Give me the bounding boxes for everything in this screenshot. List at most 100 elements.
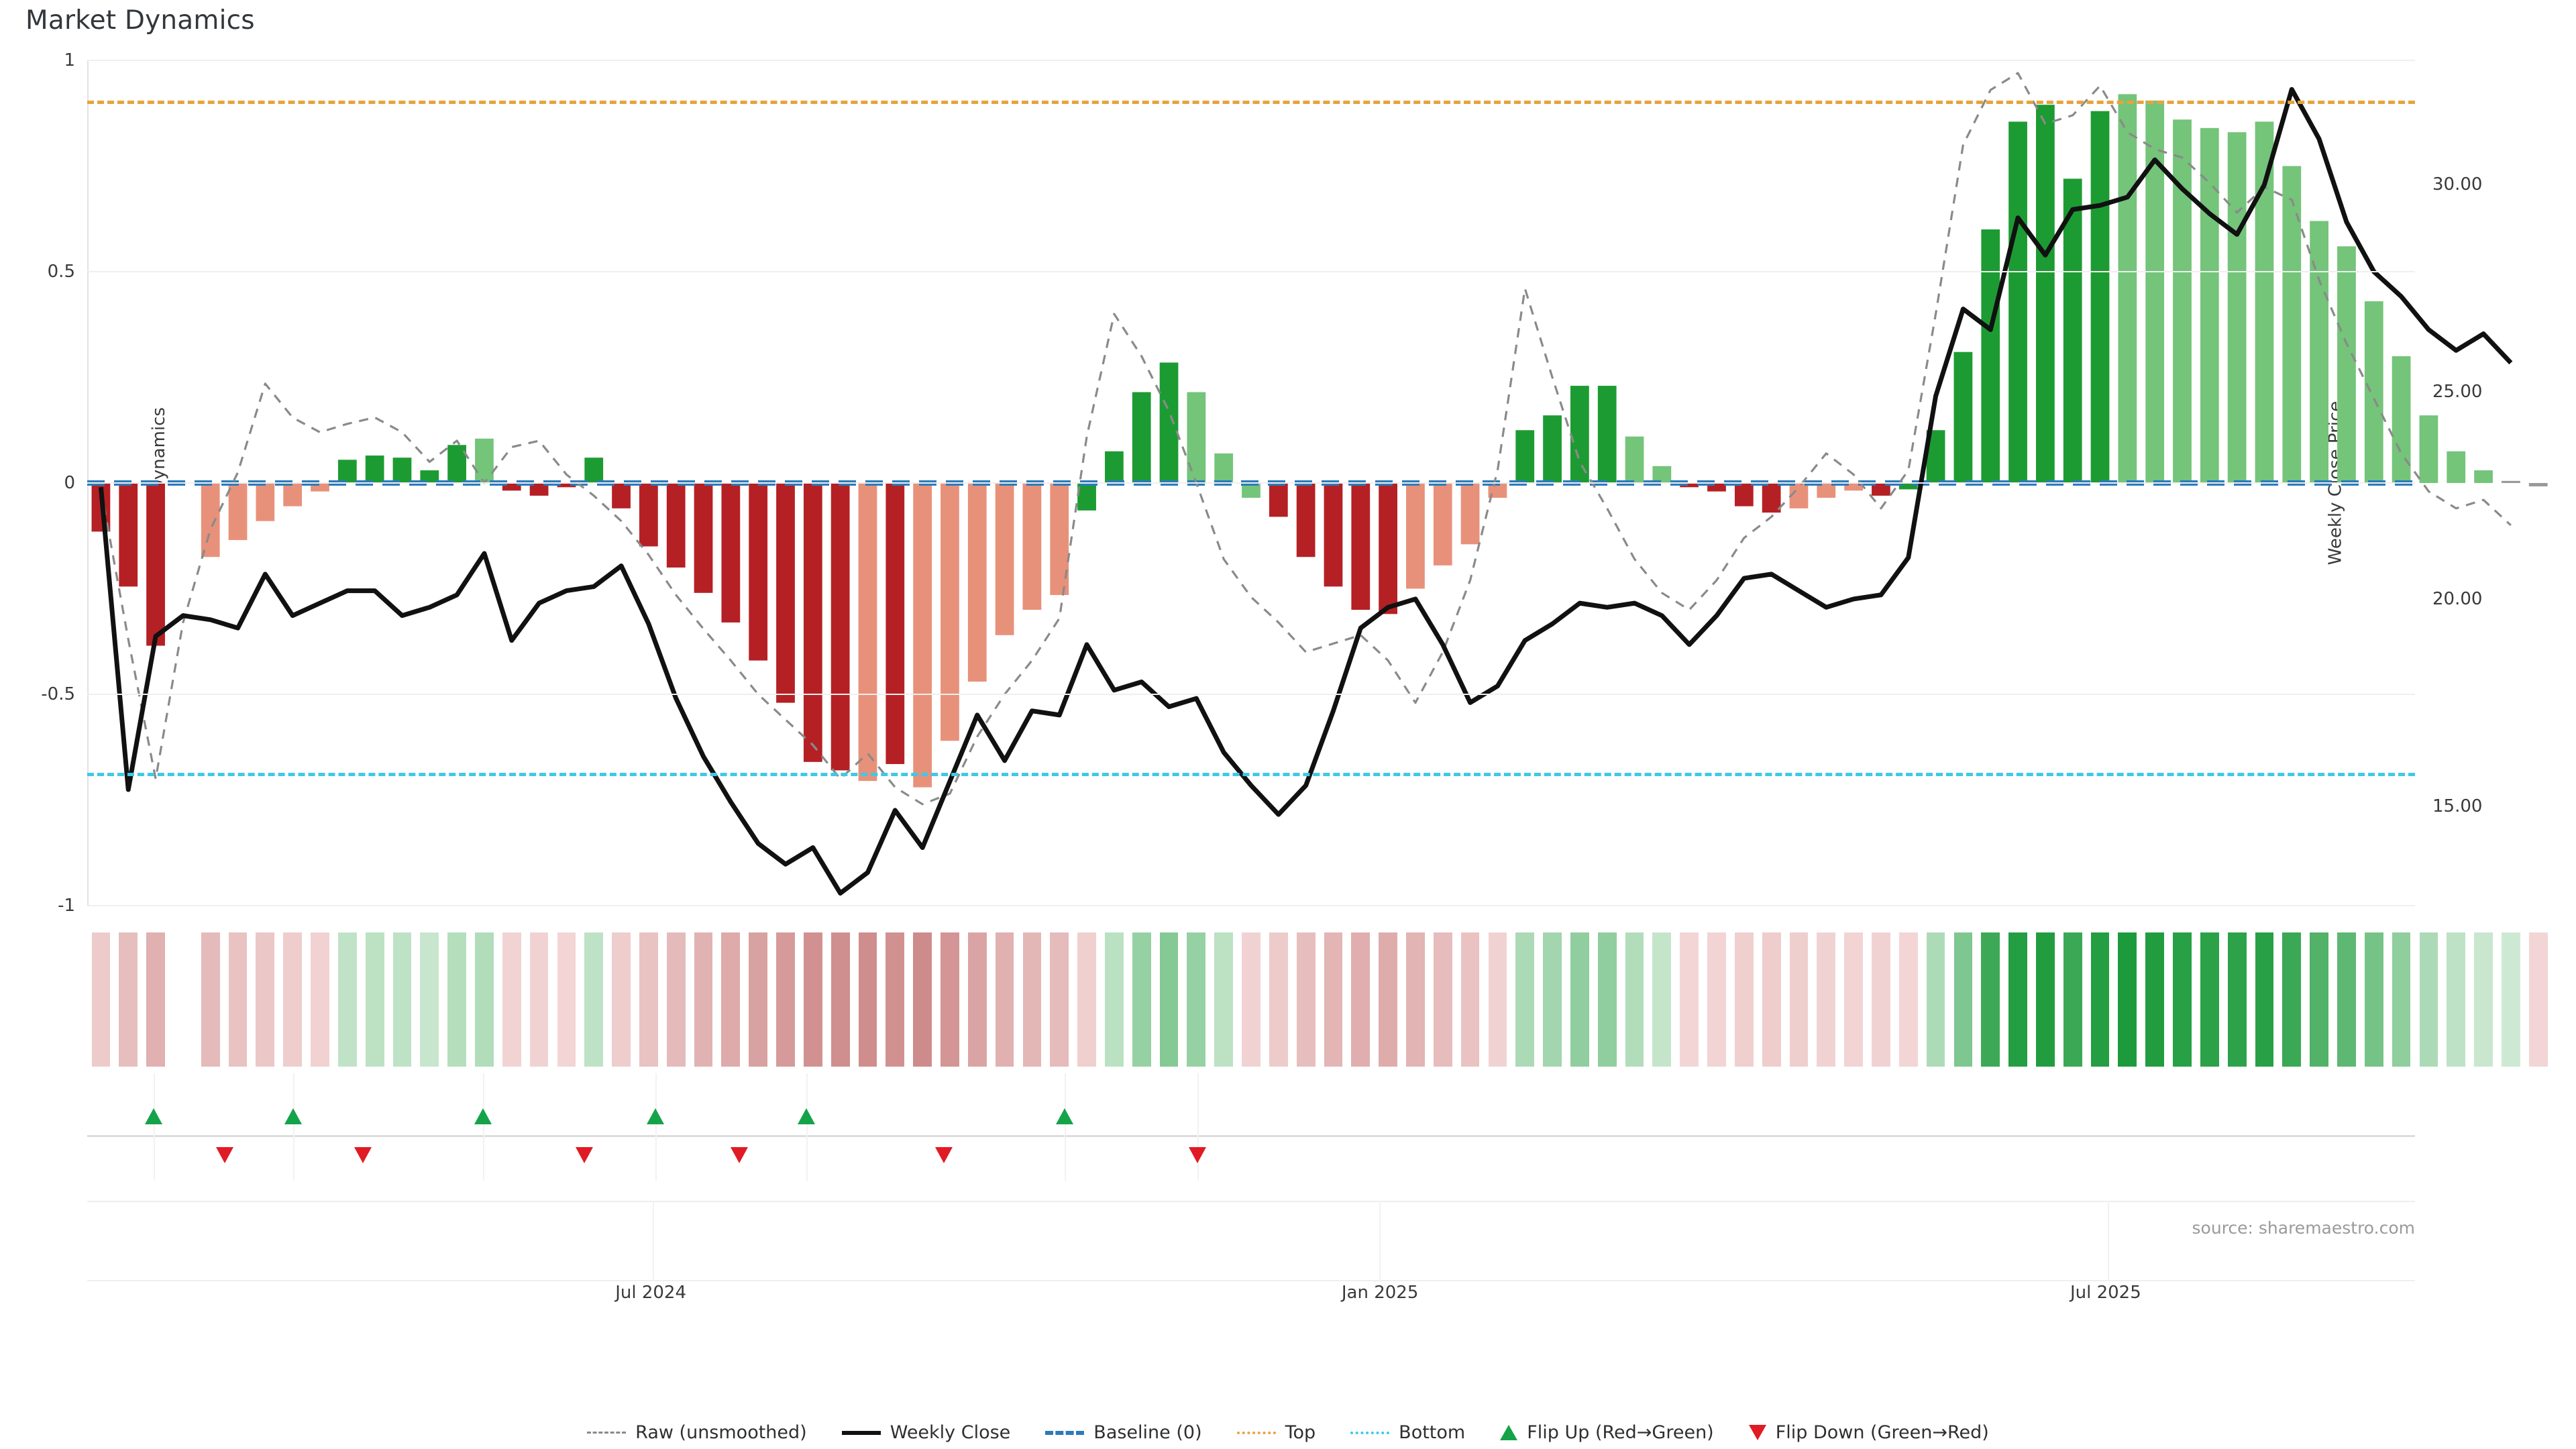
- heatmap-cell: [1707, 932, 1726, 1067]
- market-dynamics-bar: [1953, 352, 1973, 483]
- market-dynamics-bar: [557, 483, 576, 488]
- legend-item-label: Top: [1285, 1422, 1316, 1443]
- market-dynamics-bar: [447, 445, 466, 483]
- market-dynamics-bar: [1734, 483, 1754, 506]
- market-dynamics-bar: [776, 483, 795, 703]
- heatmap-cell: [1433, 932, 1452, 1067]
- dotted-cyan-line-icon: [1350, 1431, 1390, 1434]
- heatmap-cell: [2118, 932, 2137, 1067]
- legend-item[interactable]: Baseline (0): [1045, 1422, 1202, 1443]
- market-dynamics-bar: [1817, 483, 1836, 498]
- x-axis-top-rule: [87, 1201, 2415, 1202]
- heatmap-cell: [2036, 932, 2055, 1067]
- y-tick-left: -1: [58, 896, 75, 916]
- heatmap-cell: [1324, 932, 1343, 1067]
- heatmap-cell: [119, 932, 138, 1067]
- market-dynamics-bar: [529, 483, 549, 496]
- market-dynamics-bar: [2118, 94, 2137, 483]
- legend-item-label: Bottom: [1399, 1422, 1466, 1443]
- heatmap-cell: [2008, 932, 2027, 1067]
- flip-down-marker-icon: [730, 1147, 748, 1163]
- heatmap-cell: [1898, 932, 1918, 1067]
- flip-vgridline: [806, 1073, 808, 1181]
- market-dynamics-bar: [2036, 105, 2055, 483]
- market-dynamics-bar: [2008, 121, 2027, 484]
- market-dynamics-bar: [2090, 111, 2110, 484]
- heatmap-cell: [1187, 932, 1206, 1067]
- flip-down-marker-icon: [215, 1147, 233, 1163]
- market-dynamics-bar: [1077, 483, 1096, 511]
- heatmap-cell: [311, 932, 329, 1067]
- heatmap-cell: [337, 932, 357, 1067]
- y-gridline: [87, 905, 2415, 906]
- x-vgridline: [1379, 1201, 1381, 1281]
- heatmap-cell: [612, 932, 631, 1067]
- legend-item[interactable]: Flip Up (Red→Green): [1500, 1422, 1714, 1443]
- market-dynamics-bar: [1406, 483, 1425, 589]
- heatmap-cell: [201, 932, 220, 1067]
- heatmap-cell: [639, 932, 658, 1067]
- market-dynamics-bar: [1762, 483, 1781, 513]
- heatmap-cell: [1926, 932, 1945, 1067]
- market-dynamics-bar: [1105, 451, 1124, 483]
- heatmap-cell: [1844, 932, 1863, 1067]
- legend-item[interactable]: Flip Down (Green→Red): [1748, 1422, 1989, 1443]
- heatmap-cell: [941, 932, 959, 1067]
- heatmap-cell: [776, 932, 795, 1067]
- legend-item[interactable]: Raw (unsmoothed): [587, 1422, 807, 1443]
- heatmap-cell: [2227, 932, 2247, 1067]
- flip-marker-row: [87, 1073, 2415, 1181]
- market-dynamics-bar: [1844, 483, 1863, 491]
- heatmap-cell: [1817, 932, 1836, 1067]
- heatmap-cell: [2090, 932, 2110, 1067]
- heatmap-cell: [2474, 932, 2493, 1067]
- heatmap-cell: [1050, 932, 1069, 1067]
- market-dynamics-bar: [2337, 246, 2356, 483]
- flip-vgridline: [1197, 1073, 1199, 1181]
- y-gridline: [87, 482, 2415, 484]
- y-tick-left: 1: [64, 50, 75, 70]
- legend-item-label: Flip Down (Green→Red): [1775, 1422, 1989, 1443]
- market-dynamics-bar: [1652, 466, 1672, 483]
- heatmap-cell: [1570, 932, 1589, 1067]
- heatmap-cell: [1981, 932, 2000, 1067]
- legend-item[interactable]: Bottom: [1350, 1422, 1465, 1443]
- heatmap-cell: [529, 932, 549, 1067]
- market-dynamics-bar: [1433, 483, 1452, 566]
- heatmap-cell: [283, 932, 303, 1067]
- heatmap-cell: [2310, 932, 2328, 1067]
- market-dynamics-bar: [502, 483, 521, 491]
- market-dynamics-bar: [1570, 386, 1589, 483]
- legend-item[interactable]: Top: [1236, 1422, 1316, 1443]
- market-dynamics-bar: [666, 483, 686, 568]
- legend-item[interactable]: Weekly Close: [841, 1422, 1010, 1443]
- market-dynamics-bar: [1324, 483, 1343, 587]
- heatmap-cell: [447, 932, 466, 1067]
- heatmap-cell: [2282, 932, 2302, 1067]
- x-vgridline: [653, 1201, 655, 1281]
- heatmap-cell: [1269, 932, 1288, 1067]
- market-dynamics-bar: [749, 483, 768, 661]
- market-dynamics-bar: [1214, 453, 1234, 483]
- heatmap-cell: [666, 932, 686, 1067]
- market-dynamics-bar: [1543, 415, 1562, 483]
- market-dynamics-bar: [1460, 483, 1480, 545]
- y-tick-right: 20.00: [2432, 588, 2483, 609]
- heatmap-cell: [2502, 932, 2520, 1067]
- market-dynamics-bar: [639, 483, 658, 547]
- market-dynamics-bar: [2173, 119, 2192, 483]
- source-credit: source: sharemaestro.com: [2192, 1218, 2416, 1238]
- market-dynamics-bar: [694, 483, 713, 593]
- heatmap-cell: [1734, 932, 1754, 1067]
- market-dynamics-bar: [1187, 392, 1206, 483]
- flip-down-marker-icon: [934, 1147, 953, 1163]
- heatmap-cell: [694, 932, 713, 1067]
- market-dynamics-bar: [584, 458, 604, 483]
- regime-heatmap-strip: [87, 932, 2548, 1067]
- heatmap-cell: [1515, 932, 1535, 1067]
- heatmap-cell: [1680, 932, 1699, 1067]
- heatmap-cell: [256, 932, 275, 1067]
- heatmap-cell: [1652, 932, 1672, 1067]
- market-dynamics-bar: [228, 483, 248, 541]
